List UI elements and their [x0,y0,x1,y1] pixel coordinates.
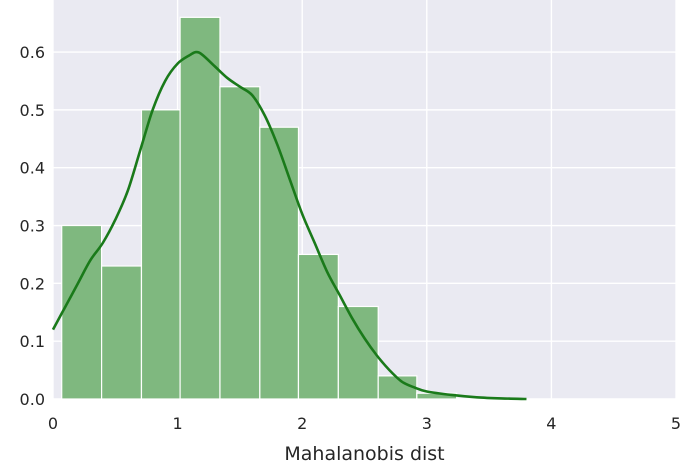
histogram-bar [219,86,261,400]
histogram-bar [140,109,181,400]
y-tick-label: 0.2 [20,274,45,293]
histogram-bar [100,265,143,400]
x-tick-label: 0 [48,414,58,433]
x-tick-labels: 0 1 2 3 4 5 [48,414,681,433]
y-tick-label: 0.0 [20,390,45,409]
y-tick-labels: 0.0 0.1 0.2 0.3 0.4 0.5 0.6 [20,43,45,409]
histogram-bar [337,305,379,400]
x-tick-label: 5 [671,414,681,433]
x-tick-label: 1 [173,414,183,433]
kde-curve [51,50,527,401]
x-tick-label: 3 [422,414,432,433]
y-tick-label: 0.4 [20,159,45,178]
x-axis-label: Mahalanobis dist [284,443,444,465]
y-tick-label: 0.1 [20,332,45,351]
y-tick-label: 0.6 [20,43,45,62]
x-tick-label: 2 [297,414,307,433]
histogram-bar [179,16,221,400]
histogram-bar [297,253,339,400]
x-tick-label: 4 [546,414,556,433]
histogram-bar [259,126,300,400]
y-tick-label: 0.3 [20,217,45,236]
y-tick-label: 0.5 [20,101,45,120]
histogram-bars [61,16,458,400]
